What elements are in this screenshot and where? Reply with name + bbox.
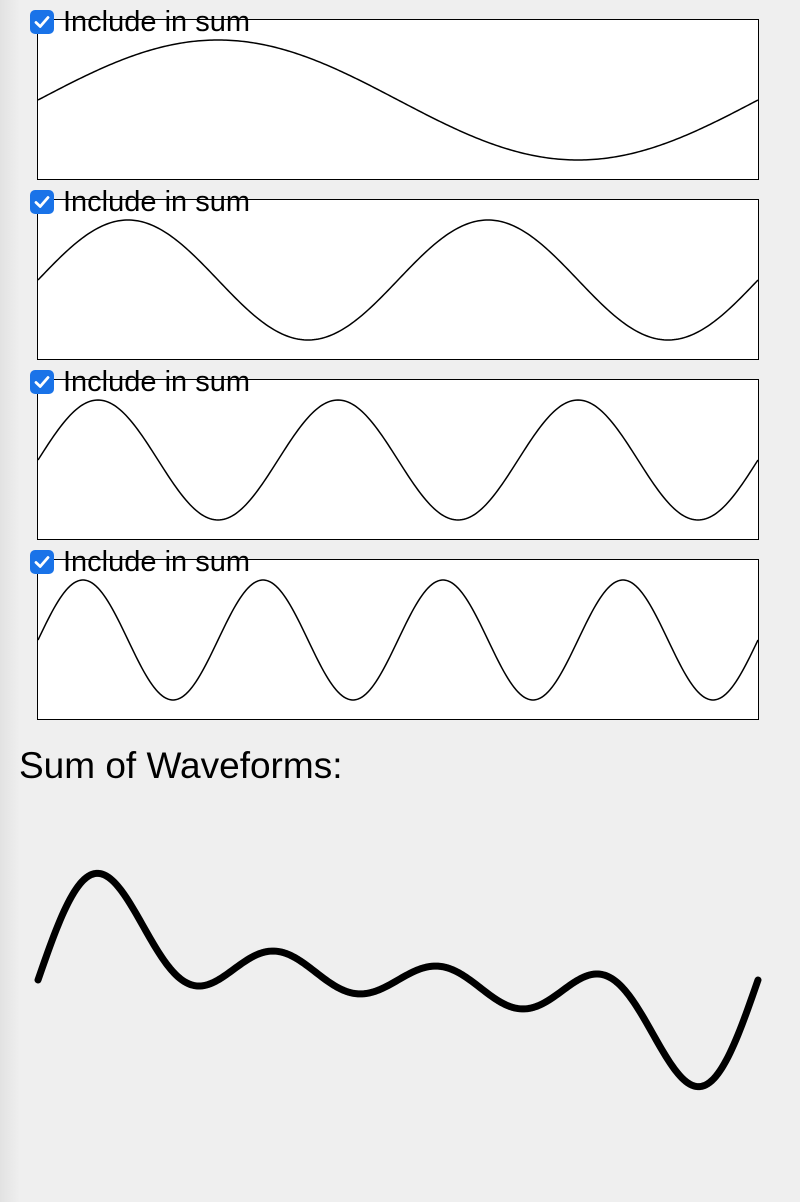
checkmark-icon — [34, 376, 50, 388]
include-in-sum-row-1[interactable]: Include in sum — [30, 6, 250, 38]
include-in-sum-row-4[interactable]: Include in sum — [30, 546, 250, 578]
include-in-sum-checkbox-4[interactable] — [30, 550, 54, 574]
include-in-sum-row-2[interactable]: Include in sum — [30, 186, 250, 218]
waveform-line-4 — [37, 579, 759, 701]
include-in-sum-checkbox-3[interactable] — [30, 370, 54, 394]
include-in-sum-checkbox-2[interactable] — [30, 190, 54, 214]
waveform-panel-1 — [37, 19, 759, 180]
checkmark-icon — [34, 556, 50, 568]
waveform-panel-2 — [37, 199, 759, 360]
include-in-sum-label-4: Include in sum — [63, 546, 250, 578]
include-in-sum-row-3[interactable]: Include in sum — [30, 366, 250, 398]
waveform-line-3 — [37, 399, 759, 521]
waveform-plot-4 — [37, 579, 759, 701]
left-edge-shade — [0, 0, 20, 1202]
waveform-plot-2 — [37, 219, 759, 341]
checkmark-icon — [34, 16, 50, 28]
include-in-sum-label-3: Include in sum — [63, 366, 250, 398]
waveform-panel-4 — [37, 559, 759, 720]
include-in-sum-checkbox-1[interactable] — [30, 10, 54, 34]
include-in-sum-label-1: Include in sum — [63, 6, 250, 38]
checkmark-icon — [34, 196, 50, 208]
sum-title: Sum of Waveforms: — [19, 745, 343, 786]
waveform-plot-1 — [37, 39, 759, 161]
include-in-sum-label-2: Include in sum — [63, 186, 250, 218]
waveform-line-2 — [37, 219, 759, 341]
waveform-plot-3 — [37, 399, 759, 521]
waveform-line-1 — [37, 39, 759, 161]
sum-waveform-line — [34, 869, 762, 1091]
waveform-panel-3 — [37, 379, 759, 540]
